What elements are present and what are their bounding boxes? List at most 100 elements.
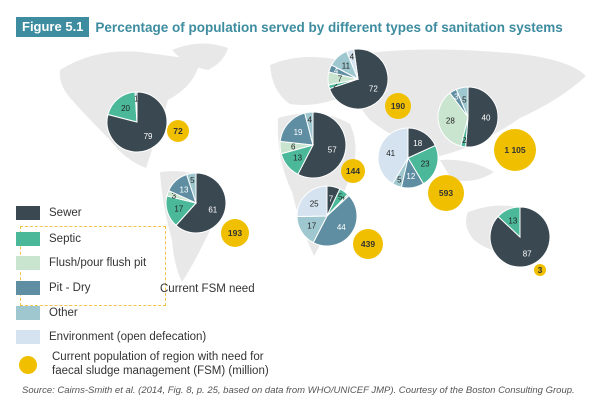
- slice-label-sewer: 7: [329, 194, 334, 203]
- legend-item-sewer: Sewer: [16, 206, 82, 220]
- legend-label-septic: Septic: [49, 233, 81, 245]
- legend-label-pit: Pit - Dry: [49, 282, 91, 294]
- fsm-bubble: [385, 93, 411, 119]
- legend-label-environment: Environment (open defecation): [49, 331, 207, 343]
- figure-label: Figure 5.1: [16, 17, 90, 37]
- slice-label-other: 5: [190, 176, 195, 185]
- slice-label-sewer: 72: [369, 84, 378, 93]
- figure-title: Percentage of population served by diffe…: [95, 19, 563, 35]
- slice-label-septic: 2: [333, 81, 338, 90]
- fsm-bubble-label: 144: [346, 166, 360, 176]
- slice-pit: [279, 112, 314, 146]
- fsm-bubble-label: 190: [391, 101, 405, 111]
- slice-label-sewer: 40: [482, 114, 491, 123]
- legend-swatch-other: [16, 306, 40, 320]
- slice-septic: [497, 206, 521, 239]
- legend-item-pit: Pit - Dry: [16, 281, 91, 295]
- slice-label-environment: 4: [350, 52, 355, 61]
- slice-label-pit: 13: [180, 186, 189, 195]
- slice-label-septic: 23: [421, 159, 430, 168]
- legend-item-environment: Environment (open defecation): [16, 330, 206, 344]
- fsm-bubble-label: 593: [439, 188, 453, 198]
- slice-environment: [345, 48, 359, 80]
- slice-label-pit: 4: [334, 67, 339, 76]
- slice-label-other: 11: [342, 62, 351, 71]
- legend-label-sewer: Sewer: [49, 207, 82, 219]
- pie-region-1: 79 20 1: [106, 91, 168, 153]
- slice-label-septic: 5: [338, 193, 343, 202]
- slice-sewer: [175, 172, 227, 234]
- map-southeast-asia: [440, 159, 494, 181]
- fsm-bubble-label: 72: [173, 126, 183, 136]
- slice-label-flush: 6: [291, 143, 296, 152]
- figure-header: Figure 5.1 Percentage of population serv…: [16, 17, 563, 37]
- legend-label-flush: Flush/pour flush pit: [49, 257, 147, 269]
- fsm-bubble-label: 1 105: [504, 145, 526, 155]
- legend-label-other: Other: [49, 307, 78, 319]
- slice-pit: [312, 194, 358, 247]
- fsm-bubble-label: 193: [228, 228, 242, 238]
- slice-other: [455, 86, 469, 118]
- slice-other: [134, 91, 138, 123]
- slice-label-environment: 25: [310, 199, 319, 208]
- slice-label-septic: 2: [462, 136, 467, 145]
- source-note: Source: Cairns-Smith et al. (2014, Fig. …: [22, 385, 575, 396]
- slice-label-sewer: 18: [413, 139, 422, 148]
- legend-item-other: Other: [16, 306, 78, 320]
- legend-swatch-pit: [16, 281, 40, 295]
- slice-other: [304, 111, 314, 146]
- legend-item-flush: Flush/pour flush pit: [16, 256, 146, 270]
- slice-label-sewer: 57: [328, 146, 337, 155]
- slice-sewer: [297, 111, 347, 179]
- slice-sewer: [465, 86, 499, 148]
- slice-septic: [107, 91, 138, 123]
- slice-label-septic: 17: [174, 204, 183, 213]
- legend-item-bubble: Current population of region with need f…: [16, 350, 269, 378]
- slice-environment: [377, 127, 409, 185]
- slice-label-pit: 44: [337, 223, 346, 232]
- slice-label-flush: 3: [172, 191, 177, 200]
- fsm-bubble-label: 3: [538, 265, 543, 275]
- slice-environment: [296, 185, 328, 217]
- fsm-bubble: [428, 175, 464, 211]
- fsm-bubble: [534, 264, 546, 276]
- slice-flush: [437, 92, 469, 147]
- slice-sewer: [328, 48, 389, 110]
- slice-label-sewer: 61: [208, 205, 217, 214]
- slice-label-sewer: 79: [144, 132, 153, 141]
- pie-region-4: 57 136 19 4: [279, 111, 347, 179]
- legend-swatch-sewer: [16, 206, 40, 220]
- slice-label-pit: 12: [406, 172, 415, 181]
- slice-label-other: 4: [308, 115, 313, 124]
- slice-label-flush: 28: [446, 117, 455, 126]
- legend-bubble-text: Current population of region with need f…: [52, 350, 269, 378]
- slice-label-flush: 7: [338, 75, 343, 84]
- map-greenland: [172, 43, 228, 70]
- legend-bubble-icon: [19, 356, 37, 374]
- slice-label-other: 17: [307, 221, 316, 230]
- slice-label-other: 5: [397, 176, 402, 185]
- slice-other: [186, 172, 197, 204]
- legend-bubble-line2: faecal sludge management (FSM) (million): [52, 365, 269, 377]
- fsm-bubble: [221, 219, 249, 247]
- fsm-bubble-label: 439: [361, 239, 375, 249]
- legend: Sewer Septic Flush/pour flush pit Pit - …: [16, 206, 286, 378]
- slice-label-septic: 13: [293, 153, 302, 162]
- legend-bubble-line1: Current population of region with need f…: [52, 351, 264, 363]
- legend-swatch-environment: [16, 330, 40, 344]
- legend-swatch-septic: [16, 232, 40, 246]
- pie-region-8: 87 13: [489, 206, 551, 268]
- slice-septic: [407, 144, 439, 185]
- fsm-bubble: [353, 229, 383, 259]
- legend-item-septic: Septic: [16, 232, 81, 246]
- pie-region-3: 40 2 28 3 5: [437, 86, 499, 148]
- map-europe: [270, 56, 346, 105]
- pie-region-5: 18 23 12 5 41: [377, 127, 439, 189]
- fsm-bubble: [494, 129, 536, 171]
- slice-label-septic: 20: [121, 104, 130, 113]
- slice-label-pit: 19: [294, 128, 303, 137]
